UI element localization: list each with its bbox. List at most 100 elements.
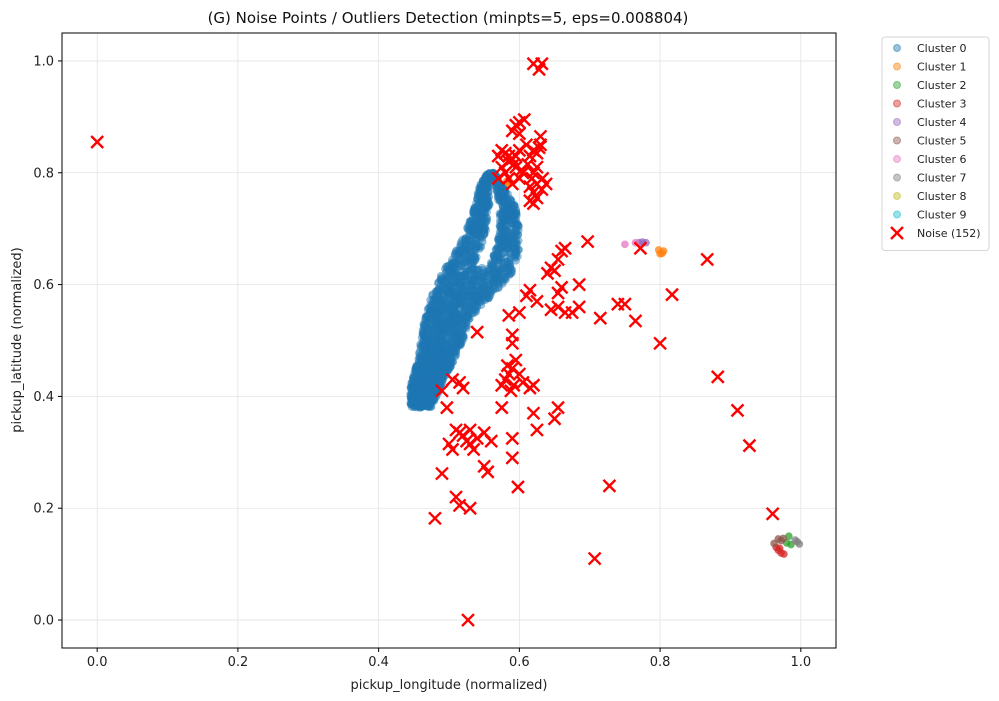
cluster-0-point — [443, 282, 453, 291]
cluster-0-point — [432, 312, 441, 321]
cluster-0-point — [427, 369, 436, 378]
cluster-0-point — [418, 372, 427, 381]
cluster-0-point — [473, 191, 483, 200]
cluster-0-point — [481, 180, 490, 189]
cluster-0-point — [436, 377, 445, 387]
cluster-0-point — [499, 207, 508, 216]
cluster-0-point — [498, 233, 507, 242]
cluster-0-point — [434, 341, 443, 350]
cluster-0-point — [445, 322, 454, 331]
cluster-0-point — [444, 320, 453, 329]
cluster-0-point — [449, 292, 459, 301]
cluster-0-point — [510, 221, 519, 230]
cluster-0-point — [425, 401, 434, 411]
cluster-0-point — [500, 248, 509, 257]
cluster-0-point — [466, 297, 476, 306]
cluster-0-point — [412, 383, 421, 392]
cluster-0-point — [510, 200, 519, 210]
cluster-0-point — [423, 385, 432, 394]
cluster-0-point — [408, 384, 417, 393]
cluster-0-point — [478, 210, 487, 220]
cluster-0-point — [507, 231, 516, 240]
cluster-0-point — [437, 336, 447, 345]
cluster-0-point — [415, 402, 424, 411]
cluster-0-point — [475, 188, 484, 197]
cluster-0-point — [458, 244, 468, 253]
cluster-0-point — [433, 325, 442, 334]
legend-marker — [893, 155, 901, 163]
cluster-0-point — [502, 241, 511, 251]
cluster-0-point — [479, 222, 489, 231]
cluster-0-point — [426, 376, 435, 385]
x-tick-label: 0.8 — [650, 655, 671, 670]
cluster-0-point — [444, 365, 453, 374]
cluster-0-point — [437, 364, 446, 373]
cluster-0-point — [429, 328, 438, 337]
cluster-0-point — [495, 182, 504, 192]
cluster-0-point — [418, 340, 427, 349]
cluster-0-point — [421, 376, 430, 385]
cluster-0-point — [412, 403, 422, 412]
cluster-0-point — [481, 201, 490, 210]
cluster-0-point — [493, 267, 502, 276]
cluster-0-point — [460, 237, 470, 247]
cluster-0-point — [423, 388, 433, 397]
cluster-0-point — [407, 392, 417, 401]
cluster-0-point — [427, 301, 436, 311]
cluster-0-point — [503, 261, 512, 270]
cluster-0-point — [421, 398, 430, 407]
cluster-0-point — [412, 399, 422, 408]
cluster-0-point — [476, 192, 485, 201]
cluster-0-point — [435, 295, 444, 304]
y-tick-label: 1.0 — [33, 54, 54, 69]
legend-marker — [893, 44, 901, 52]
cluster-0-point — [433, 384, 443, 393]
cluster-0-point — [435, 294, 444, 304]
cluster-0-point — [425, 349, 435, 358]
cluster-0-point — [450, 310, 459, 319]
cluster-0-point — [490, 255, 500, 265]
cluster-0-point — [418, 355, 428, 364]
cluster-0-point — [443, 328, 452, 337]
cluster-0-point — [413, 398, 422, 408]
legend-marker — [893, 192, 901, 200]
cluster-0-point — [420, 382, 429, 391]
cluster-0-point — [423, 401, 432, 411]
cluster-0-point — [450, 269, 459, 279]
cluster-0-point — [497, 218, 506, 227]
cluster-0-point — [420, 356, 429, 365]
cluster-0-point — [443, 299, 453, 308]
cluster-0-point — [434, 359, 443, 368]
cluster-0-point — [510, 215, 520, 224]
cluster-0-point — [410, 381, 419, 390]
cluster-0-point — [507, 200, 516, 209]
cluster-0-point — [508, 239, 517, 248]
cluster-0-point — [434, 345, 443, 354]
y-tick-label: 0.4 — [33, 390, 54, 405]
cluster-0-point — [504, 205, 513, 214]
cluster-0-point — [489, 260, 498, 270]
cluster-0-point — [501, 239, 510, 248]
cluster-0-point — [493, 266, 502, 275]
cluster-0-point — [491, 275, 501, 284]
cluster-0-point — [453, 316, 462, 325]
cluster-0-point — [441, 316, 450, 325]
cluster-0-point — [495, 256, 504, 265]
cluster-0-point — [445, 338, 454, 348]
cluster-0-point — [429, 386, 438, 395]
cluster-0-point — [456, 295, 466, 304]
cluster-0-point — [430, 366, 440, 376]
cluster-0-point — [477, 300, 486, 310]
cluster-0-point — [459, 299, 468, 308]
cluster-0-point — [474, 265, 484, 274]
cluster-0-point — [426, 306, 435, 315]
cluster-0-point — [498, 216, 508, 225]
cluster-0-point — [440, 335, 450, 344]
cluster-0-point — [459, 324, 468, 333]
cluster-0-point — [501, 205, 511, 215]
cluster-0-point — [481, 225, 491, 235]
cluster-0-point — [440, 363, 449, 373]
cluster-0-point — [463, 311, 472, 320]
cluster-0-point — [423, 386, 432, 395]
cluster-0-point — [422, 319, 431, 328]
